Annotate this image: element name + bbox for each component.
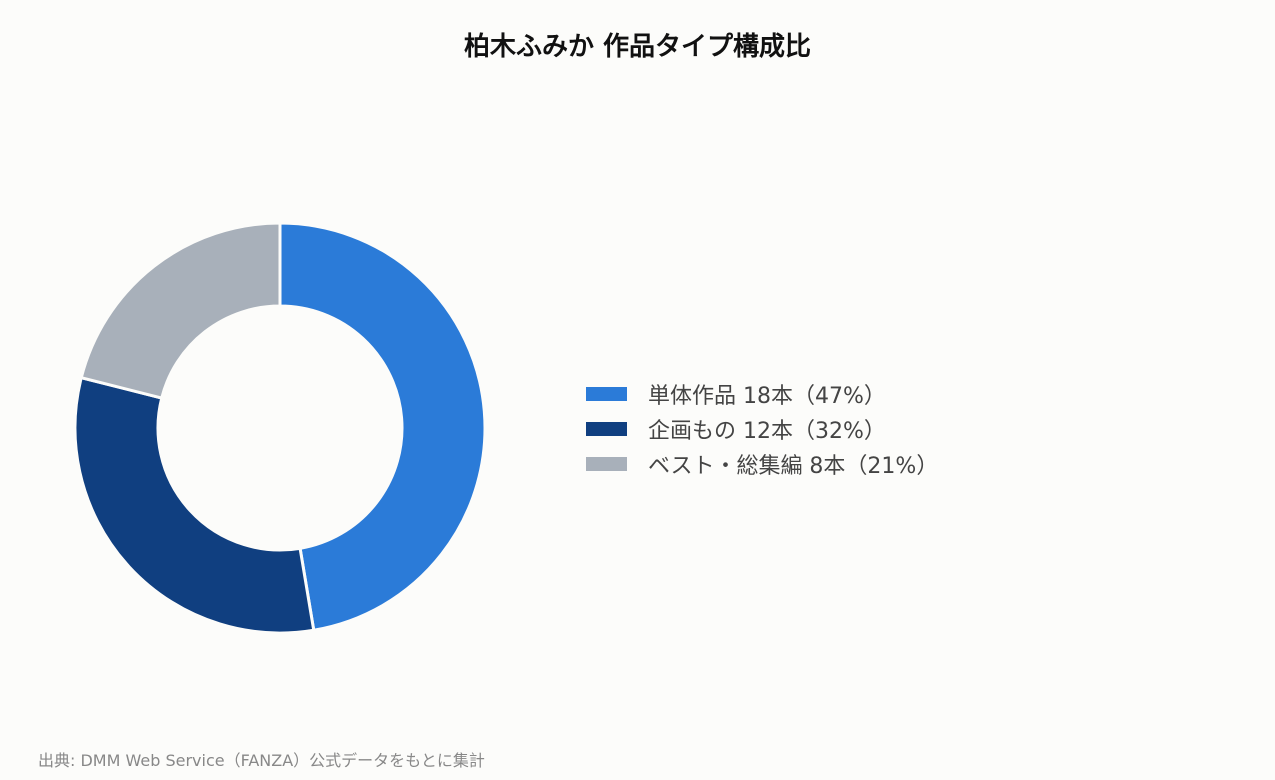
legend-item-planning: 企画もの 12本（32%） bbox=[586, 411, 938, 446]
donut-slice-planning bbox=[73, 375, 316, 635]
donut-slice-single bbox=[278, 221, 487, 632]
donut-slice-best bbox=[79, 221, 282, 400]
legend-swatch-best bbox=[586, 456, 627, 471]
legend-label-planning: 企画もの 12本（32%） bbox=[648, 418, 886, 444]
legend: 単体作品 18本（47%） 企画もの 12本（32%） ベスト・総集編 8本（2… bbox=[586, 376, 938, 481]
source-note: 出典: DMM Web Service（FANZA）公式データをもとに集計 bbox=[38, 751, 485, 770]
legend-label-best: ベスト・総集編 8本（21%） bbox=[648, 453, 939, 479]
donut-chart bbox=[73, 221, 487, 635]
legend-swatch-planning bbox=[586, 421, 627, 436]
legend-item-best: ベスト・総集編 8本（21%） bbox=[586, 446, 938, 481]
legend-item-single: 単体作品 18本（47%） bbox=[586, 376, 938, 411]
chart-title: 柏木ふみか 作品タイプ構成比 bbox=[463, 32, 812, 62]
legend-swatch-single bbox=[586, 386, 627, 401]
legend-label-single: 単体作品 18本（47%） bbox=[648, 383, 886, 409]
